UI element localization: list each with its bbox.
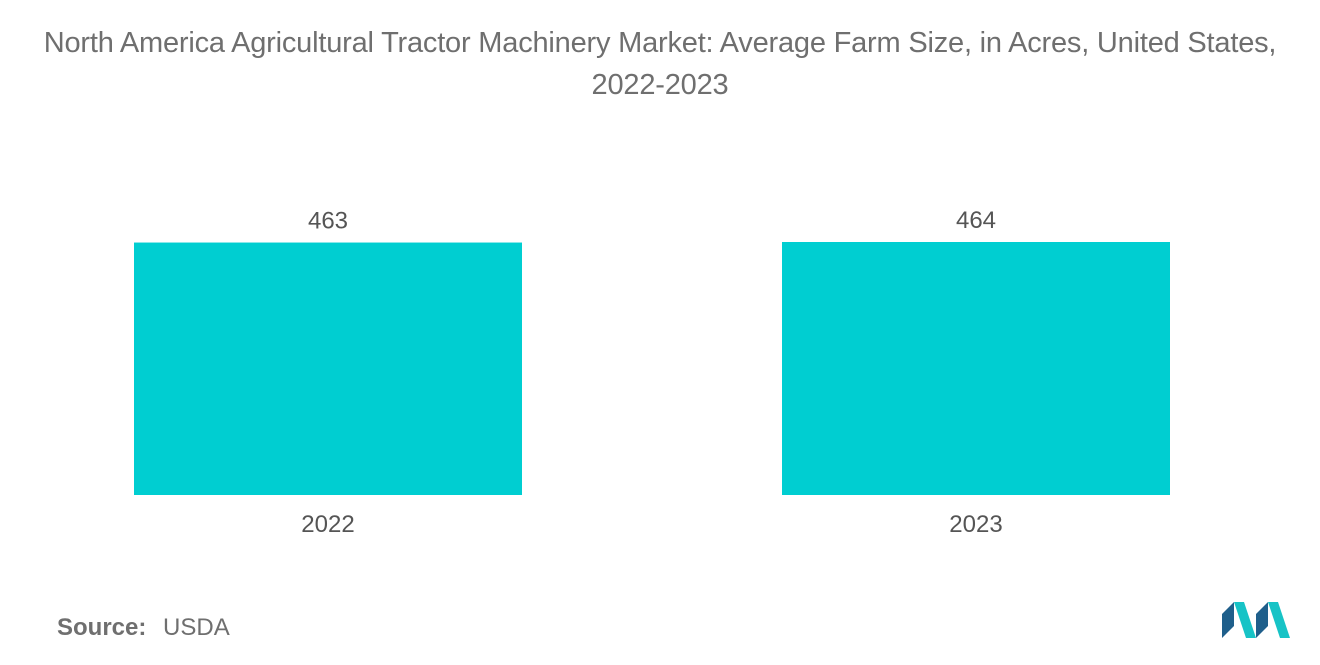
tick-label-2023: 2023	[949, 511, 1002, 538]
data-label-2023: 464	[956, 207, 996, 234]
data-label-2022: 463	[308, 208, 348, 235]
tick-label-2022: 2022	[301, 511, 354, 538]
bar-chart: 463 2022 464 2023	[134, 207, 1170, 538]
source-label: Source:	[57, 614, 147, 641]
bar-2022	[134, 242, 522, 495]
brand-logo-icon	[1222, 602, 1290, 638]
chart-title: North America Agricultural Tractor Machi…	[43, 27, 1277, 101]
bar-2023	[782, 242, 1170, 495]
source-note: Source: USDA	[57, 614, 230, 642]
source-value: USDA	[163, 614, 230, 641]
